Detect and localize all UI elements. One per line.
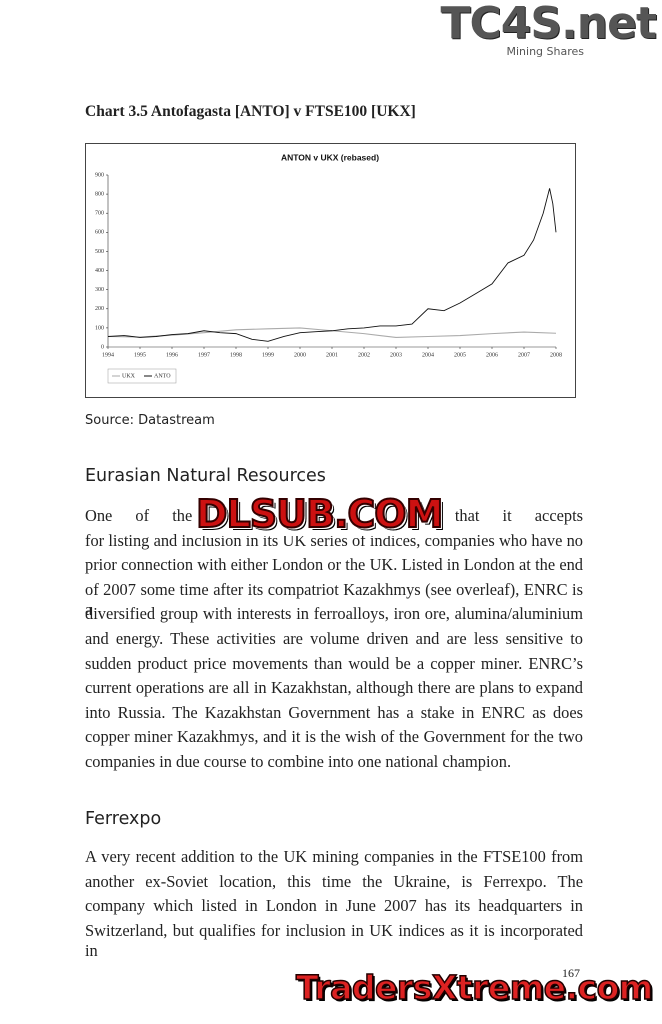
x-tick-label: 2002 bbox=[358, 352, 370, 358]
y-tick-label: 900 bbox=[95, 172, 104, 178]
y-tick-label: 700 bbox=[95, 211, 104, 217]
chart-caption: Chart 3.5 Antofagasta [ANTO] v FTSE100 [… bbox=[85, 103, 416, 120]
x-tick-label: 2006 bbox=[486, 352, 498, 358]
y-tick-label: 600 bbox=[95, 230, 104, 236]
legend-box bbox=[107, 368, 177, 384]
legend-label: UKX bbox=[122, 373, 136, 379]
y-tick-label: 400 bbox=[95, 268, 104, 274]
text-line: another ex-Soviet location, this time th… bbox=[85, 871, 583, 891]
x-tick-label: 2004 bbox=[422, 352, 434, 358]
chart-title: ANTON v UKX (rebased) bbox=[281, 152, 379, 162]
y-tick-label: 500 bbox=[95, 249, 104, 255]
page-number: 167 bbox=[562, 966, 580, 980]
text-line: and energy. These activities are volume … bbox=[85, 629, 583, 648]
text-line: companies in due course to combine into … bbox=[85, 752, 512, 771]
text-line: current operations are all in Kazakhstan… bbox=[85, 678, 583, 698]
chart: ANTON v UKX (rebased) 0 100 200 300 400 500 60… bbox=[85, 143, 576, 398]
y-tick-label: 100 bbox=[95, 325, 104, 331]
watermark: DLSUB.COM bbox=[195, 491, 444, 537]
y-tick-label: 300 bbox=[95, 287, 104, 293]
text-line: into Russia. The Kazakhstan Government h… bbox=[85, 702, 583, 722]
x-tick-label: 2008 bbox=[550, 352, 562, 358]
x-tick-label: 1998 bbox=[230, 352, 242, 358]
x-tick-label: 2000 bbox=[294, 352, 306, 358]
x-tick-label: 1995 bbox=[134, 352, 146, 358]
x-tick-label: 1997 bbox=[198, 352, 210, 358]
source: Source: Datastream bbox=[85, 413, 215, 428]
x-tick-label: 1994 bbox=[102, 352, 114, 358]
x-tick-label: 2003 bbox=[390, 352, 402, 358]
x-tick-label: 2001 bbox=[326, 352, 338, 358]
x-tick-label: 1999 bbox=[262, 352, 274, 358]
logo: TC4S.net bbox=[440, 0, 657, 49]
text-line: prior connection with either London or t… bbox=[85, 555, 583, 575]
text-line: Switzerland, but qualifies for inclusion… bbox=[85, 920, 583, 960]
watermark: TradersXtreme.com bbox=[295, 967, 654, 1008]
text-line: diversified group with interests in ferr… bbox=[85, 604, 583, 624]
text-line: sudden product price movements than woul… bbox=[85, 653, 583, 673]
x-tick-label: 2007 bbox=[518, 352, 530, 358]
section-heading: Eurasian Natural Resources bbox=[85, 466, 326, 486]
text-line: of 2007 some time after its compatriot K… bbox=[85, 579, 583, 619]
x-tick-label: 2005 bbox=[454, 352, 466, 358]
text-line: A very recent addition to the UK mining … bbox=[85, 847, 583, 866]
y-tick-label: 200 bbox=[95, 306, 104, 312]
legend-label: ANTO bbox=[154, 373, 171, 379]
x-tick-label: 1996 bbox=[166, 352, 178, 358]
chart-frame bbox=[85, 143, 576, 398]
tagline: Mining Shares bbox=[506, 45, 585, 58]
text-line: copper miner Kazakhmys, and it is the wi… bbox=[85, 727, 583, 747]
series-line bbox=[107, 188, 557, 342]
section-heading: Ferrexpo bbox=[85, 809, 162, 829]
y-tick-label: 0 bbox=[101, 344, 104, 350]
y-tick-label: 800 bbox=[95, 191, 104, 197]
text-line: company which listed in London in June 2… bbox=[85, 896, 583, 916]
